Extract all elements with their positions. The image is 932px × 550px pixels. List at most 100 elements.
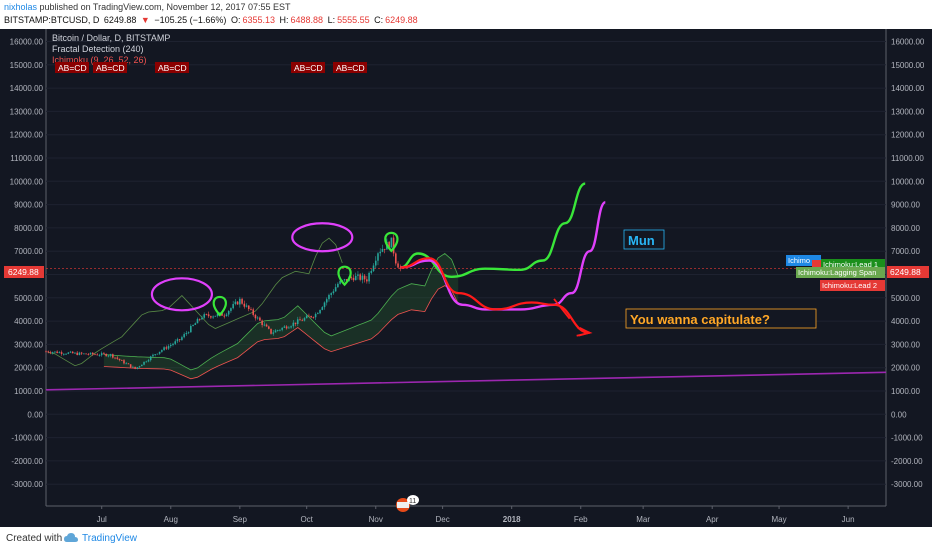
- price-change: −105.25 (−1.66%): [154, 15, 227, 25]
- green-pin-marker: [384, 231, 399, 253]
- candle-body: [261, 320, 263, 326]
- pattern-label: AB=CD: [158, 63, 187, 73]
- green-pin-marker: [337, 265, 352, 287]
- candle-body: [274, 330, 277, 333]
- candle-body: [107, 355, 110, 357]
- candle-body: [232, 304, 234, 309]
- candle-body: [236, 301, 239, 305]
- y-tick-label: 1000.00: [14, 387, 43, 396]
- candle-body: [292, 322, 295, 327]
- candle-body: [285, 326, 288, 329]
- candle-body: [143, 361, 145, 365]
- candle-body: [158, 351, 161, 354]
- candle-body: [145, 361, 148, 363]
- candle-body: [183, 334, 185, 338]
- chart-background: [0, 29, 932, 527]
- candle-body: [156, 353, 159, 355]
- candle-body: [265, 324, 268, 327]
- published-text: published on TradingView.com, November 1…: [39, 2, 291, 12]
- y-tick-label: 15000.00: [10, 61, 44, 70]
- y-tick-label: 8000.00: [14, 224, 43, 233]
- candle-body: [205, 314, 208, 316]
- y-tick-label: 2000.00: [14, 364, 43, 373]
- candle-body: [256, 317, 259, 319]
- candle-body: [174, 341, 177, 344]
- y-tick-label: 15000.00: [891, 61, 925, 70]
- event-marker[interactable]: 11: [396, 495, 419, 512]
- candle-body: [212, 316, 214, 318]
- pattern-label: AB=CD: [58, 63, 87, 73]
- candle-body: [366, 279, 368, 282]
- y-tick-label: 12000.00: [10, 131, 44, 140]
- candle-body: [138, 366, 141, 368]
- ichimoku-flag-bg: [812, 260, 822, 268]
- candle-body: [165, 347, 168, 349]
- x-tick-label: 2018: [503, 515, 521, 524]
- mun-annotation-text: Mun: [628, 233, 655, 248]
- lead2-line: [103, 285, 459, 380]
- capitulate-annotation-box: [625, 308, 817, 329]
- trend-line: [45, 371, 887, 391]
- y-tick-label: 3000.00: [14, 340, 43, 349]
- left-price-badge: 6249.88: [4, 266, 44, 278]
- close-value: 6249.88: [385, 15, 418, 25]
- x-tick-label: Mar: [636, 515, 650, 524]
- y-tick-label: 13000.00: [891, 107, 925, 116]
- footer: Created with TradingView: [0, 527, 932, 550]
- candle-body: [308, 315, 310, 317]
- tradingview-brand-link[interactable]: TradingView: [82, 533, 138, 544]
- candle-body: [299, 319, 301, 321]
- candle-body: [80, 352, 83, 354]
- mun-annotation[interactable]: Mun: [623, 229, 665, 250]
- event-count: 11: [409, 498, 416, 505]
- candle-body: [359, 274, 361, 280]
- candle-body: [210, 316, 212, 318]
- candle-body: [172, 343, 174, 345]
- capitulate-annotation-text: You wanna capitulate?: [630, 312, 770, 327]
- author-link[interactable]: nixholas: [4, 2, 38, 12]
- candle-body: [201, 317, 203, 320]
- candle-body: [161, 350, 163, 352]
- chart-area[interactable]: 16000.00 15000.00 14000.00 13000.00 12000.00…: [0, 29, 932, 527]
- y-tick-label: 12000.00: [891, 131, 925, 140]
- candle-body: [337, 283, 339, 288]
- y-tick-label: 11000.00: [891, 154, 924, 163]
- y-tick-label: 9000.00: [14, 201, 43, 210]
- candle-body: [227, 310, 230, 315]
- x-tick-label: Dec: [435, 515, 449, 524]
- candle-body: [392, 237, 395, 254]
- y-tick-label: 10000.00: [10, 177, 44, 186]
- price-chart[interactable]: 16000.00 15000.00 14000.00 13000.00 12000.00…: [0, 29, 932, 527]
- capitulate-annotation[interactable]: You wanna capitulate?: [625, 308, 817, 329]
- candle-body: [374, 260, 377, 266]
- y-tick-label: -1000.00: [891, 434, 923, 443]
- lead1-badge-bg: [821, 259, 885, 270]
- y-tick-label: 1000.00: [891, 387, 920, 396]
- candle-body: [147, 360, 150, 362]
- candle-body: [270, 328, 272, 334]
- pattern-label: AB=CD: [294, 63, 323, 73]
- low-value: 5555.55: [337, 15, 370, 25]
- candle-body: [363, 275, 366, 280]
- candle-body: [390, 237, 393, 248]
- candle-body: [252, 309, 255, 315]
- pattern-label-bg: [55, 62, 89, 73]
- candle-body: [245, 305, 248, 307]
- candle-body: [127, 363, 130, 365]
- lead1-badge-text: Ichimoku:Lead 1: [823, 260, 878, 269]
- candle-body: [149, 356, 152, 361]
- y-tick-label: 0.00: [27, 410, 43, 419]
- candle-body: [325, 299, 328, 303]
- y-tick-label: 14000.00: [10, 84, 44, 93]
- x-tick-label: Sep: [233, 515, 248, 524]
- candle-body: [105, 353, 107, 357]
- y-tick-label: 5000.00: [891, 294, 920, 303]
- candle-body: [141, 364, 143, 367]
- candle-body: [118, 358, 121, 361]
- candle-body: [268, 326, 270, 329]
- candle-body: [310, 316, 312, 318]
- candle-body: [218, 312, 221, 314]
- candle-body: [187, 332, 190, 334]
- candle-body: [100, 353, 103, 356]
- pattern-labels: AB=CD AB=CD AB=CD AB=CD AB=CD: [55, 62, 367, 73]
